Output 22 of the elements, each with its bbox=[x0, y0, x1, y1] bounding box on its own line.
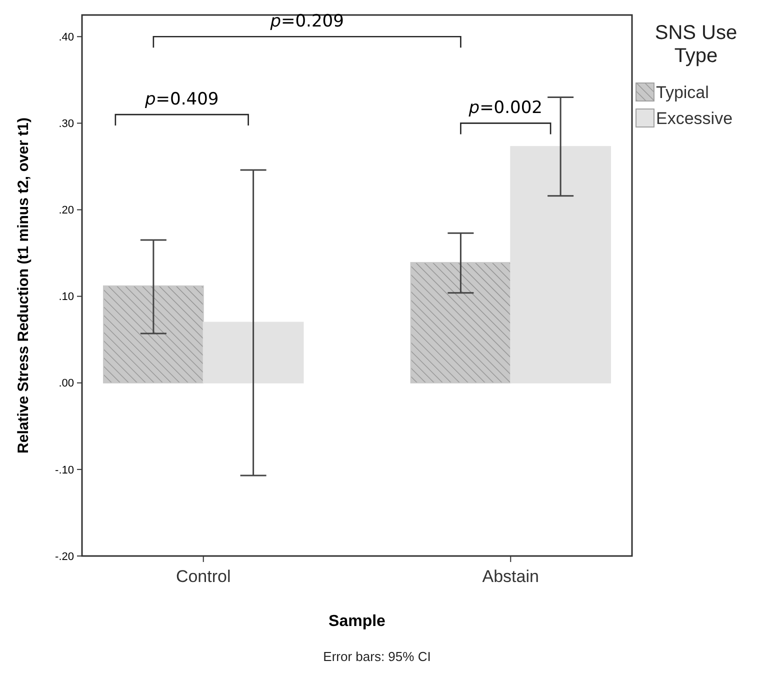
y-tick-label: .30 bbox=[58, 118, 74, 130]
y-axis-title: Relative Stress Reduction (t1 minus t2, over t1) bbox=[15, 118, 32, 454]
bar bbox=[410, 262, 512, 384]
x-tick-label: Control bbox=[176, 567, 231, 586]
y-tick-label: .10 bbox=[58, 291, 74, 304]
bar bbox=[103, 285, 204, 384]
legend-label: Excessive bbox=[656, 109, 733, 128]
legend-title: SNS Use Type bbox=[654, 22, 738, 67]
annotation: p=0.002 bbox=[468, 98, 542, 118]
annotation: p=0.209 bbox=[269, 12, 344, 32]
bar bbox=[202, 322, 304, 384]
x-axis-title: Sample bbox=[328, 613, 386, 630]
legend-label: Typical bbox=[656, 83, 709, 102]
x-tick-label: Abstain bbox=[482, 567, 539, 586]
annotation: p=0.409 bbox=[144, 90, 219, 110]
y-tick-label: .40 bbox=[58, 31, 74, 44]
text: Error bars: 95% CI bbox=[323, 649, 431, 664]
y-tick-label: .00 bbox=[58, 378, 74, 390]
y-tick-label: .20 bbox=[58, 204, 74, 217]
y-tick-label: -.20 bbox=[55, 550, 74, 563]
y-tick-label: -.10 bbox=[55, 464, 74, 476]
bar bbox=[510, 146, 611, 384]
